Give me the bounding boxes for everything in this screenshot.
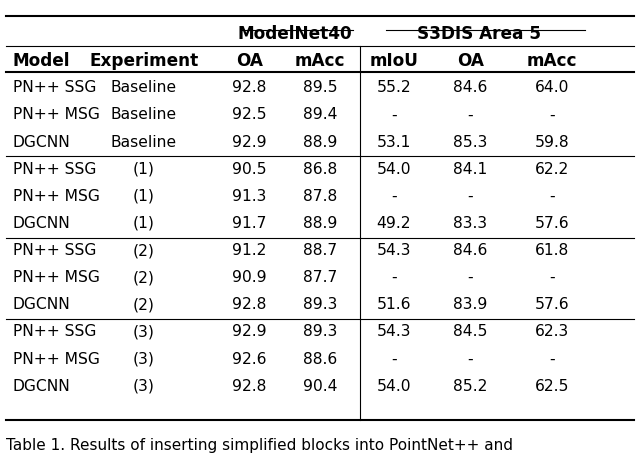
Text: 57.6: 57.6	[534, 216, 569, 231]
Text: (1): (1)	[133, 216, 155, 231]
Text: (3): (3)	[133, 351, 155, 367]
Text: OA: OA	[457, 52, 484, 70]
Text: -: -	[549, 270, 554, 285]
Text: 89.3: 89.3	[303, 297, 337, 312]
Text: -: -	[549, 189, 554, 204]
Text: 88.7: 88.7	[303, 243, 337, 258]
Text: -: -	[391, 189, 396, 204]
Text: 86.8: 86.8	[303, 162, 337, 177]
Text: 61.8: 61.8	[534, 243, 569, 258]
Text: -: -	[468, 107, 473, 122]
Text: (2): (2)	[133, 243, 155, 258]
Text: ModelNet40: ModelNet40	[237, 25, 352, 43]
Text: 90.5: 90.5	[232, 162, 267, 177]
Text: 91.3: 91.3	[232, 189, 267, 204]
Text: 87.8: 87.8	[303, 189, 337, 204]
Text: PN++ MSG: PN++ MSG	[13, 351, 100, 367]
Text: Baseline: Baseline	[111, 80, 177, 96]
Text: (3): (3)	[133, 378, 155, 393]
Text: (2): (2)	[133, 297, 155, 312]
Text: S3DIS Area 5: S3DIS Area 5	[417, 25, 541, 43]
Text: 84.1: 84.1	[453, 162, 488, 177]
Text: 92.5: 92.5	[232, 107, 267, 122]
Text: PN++ MSG: PN++ MSG	[13, 107, 100, 122]
Text: -: -	[391, 107, 396, 122]
Text: 64.0: 64.0	[534, 80, 569, 96]
Text: (2): (2)	[133, 270, 155, 285]
Text: DGCNN: DGCNN	[13, 378, 70, 393]
Text: mAcc: mAcc	[295, 52, 345, 70]
Text: PN++ MSG: PN++ MSG	[13, 189, 100, 204]
Text: 91.2: 91.2	[232, 243, 267, 258]
Text: -: -	[549, 351, 554, 367]
Text: (1): (1)	[133, 162, 155, 177]
Text: 54.0: 54.0	[376, 162, 411, 177]
Text: 57.6: 57.6	[534, 297, 569, 312]
Text: 92.8: 92.8	[232, 378, 267, 393]
Text: Experiment: Experiment	[90, 52, 198, 70]
Text: -: -	[391, 270, 396, 285]
Text: -: -	[391, 351, 396, 367]
Text: 53.1: 53.1	[376, 134, 411, 149]
Text: (3): (3)	[133, 324, 155, 340]
Text: PN++ SSG: PN++ SSG	[13, 162, 96, 177]
Text: 83.9: 83.9	[453, 297, 488, 312]
Text: 92.8: 92.8	[232, 80, 267, 96]
Text: 89.3: 89.3	[303, 324, 337, 340]
Text: 54.3: 54.3	[376, 243, 411, 258]
Text: 85.3: 85.3	[453, 134, 488, 149]
Text: 54.0: 54.0	[376, 378, 411, 393]
Text: 89.4: 89.4	[303, 107, 337, 122]
Text: mAcc: mAcc	[527, 52, 577, 70]
Text: 84.6: 84.6	[453, 80, 488, 96]
Text: 59.8: 59.8	[534, 134, 569, 149]
Text: 54.3: 54.3	[376, 324, 411, 340]
Text: 92.8: 92.8	[232, 297, 267, 312]
Text: PN++ MSG: PN++ MSG	[13, 270, 100, 285]
Text: 90.9: 90.9	[232, 270, 267, 285]
Text: DGCNN: DGCNN	[13, 216, 70, 231]
Text: 89.5: 89.5	[303, 80, 337, 96]
Text: PN++ SSG: PN++ SSG	[13, 243, 96, 258]
Text: -: -	[468, 270, 473, 285]
Text: 62.2: 62.2	[534, 162, 569, 177]
Text: 90.4: 90.4	[303, 378, 337, 393]
Text: 85.2: 85.2	[453, 378, 488, 393]
Text: mIoU: mIoU	[369, 52, 418, 70]
Text: 51.6: 51.6	[376, 297, 411, 312]
Text: -: -	[468, 189, 473, 204]
Text: OA: OA	[236, 52, 263, 70]
Text: 62.5: 62.5	[534, 378, 569, 393]
Text: (1): (1)	[133, 189, 155, 204]
Text: 88.9: 88.9	[303, 134, 337, 149]
Text: 62.3: 62.3	[534, 324, 569, 340]
Text: -: -	[549, 107, 554, 122]
Text: Baseline: Baseline	[111, 134, 177, 149]
Text: DGCNN: DGCNN	[13, 297, 70, 312]
Text: 55.2: 55.2	[376, 80, 411, 96]
Text: 87.7: 87.7	[303, 270, 337, 285]
Text: -: -	[468, 351, 473, 367]
Text: PN++ SSG: PN++ SSG	[13, 80, 96, 96]
Text: 88.6: 88.6	[303, 351, 337, 367]
Text: DGCNN: DGCNN	[13, 134, 70, 149]
Text: Table 1. Results of inserting simplified blocks into PointNet++ and: Table 1. Results of inserting simplified…	[6, 438, 513, 453]
Text: 84.6: 84.6	[453, 243, 488, 258]
Text: 49.2: 49.2	[376, 216, 411, 231]
Text: 92.9: 92.9	[232, 134, 267, 149]
Text: 92.6: 92.6	[232, 351, 267, 367]
Text: 83.3: 83.3	[453, 216, 488, 231]
Text: 92.9: 92.9	[232, 324, 267, 340]
Text: PN++ SSG: PN++ SSG	[13, 324, 96, 340]
Text: 88.9: 88.9	[303, 216, 337, 231]
Text: 91.7: 91.7	[232, 216, 267, 231]
Text: 84.5: 84.5	[453, 324, 488, 340]
Text: Baseline: Baseline	[111, 107, 177, 122]
Text: Model: Model	[13, 52, 70, 70]
